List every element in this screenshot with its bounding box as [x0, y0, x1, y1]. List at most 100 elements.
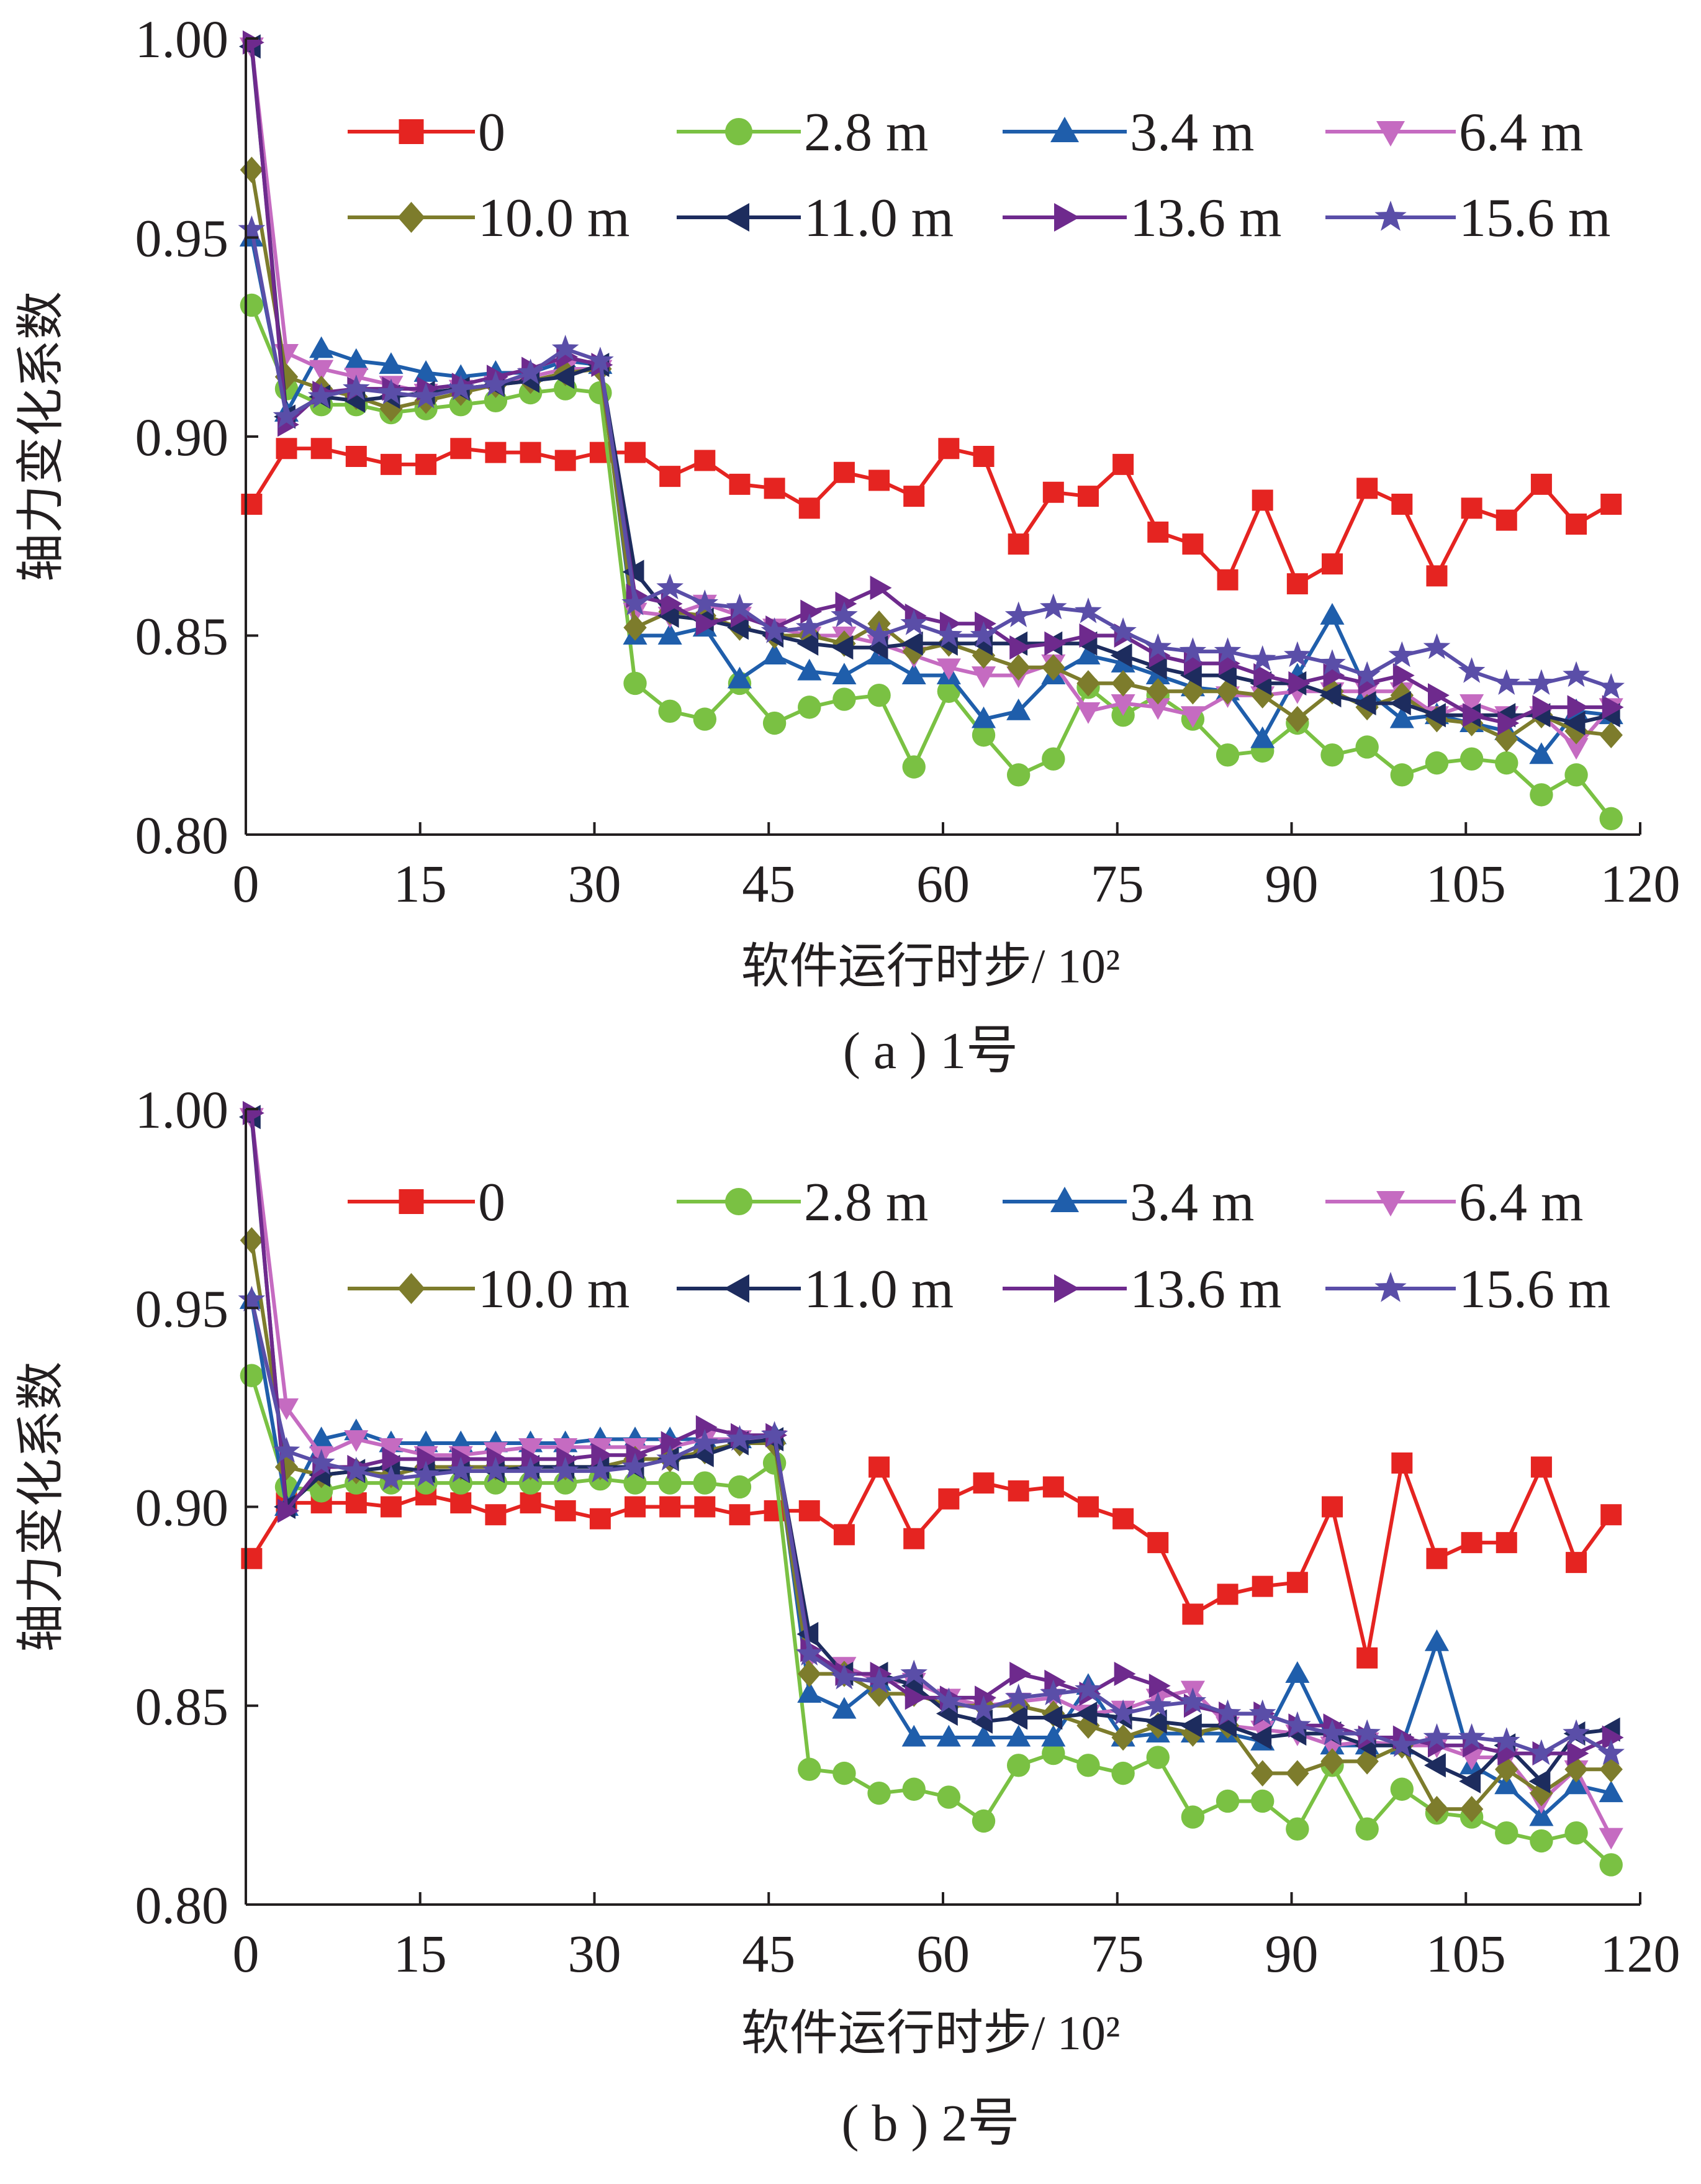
data-point	[902, 1777, 926, 1801]
data-point	[1355, 735, 1379, 759]
data-point	[242, 30, 264, 55]
data-point	[1075, 1701, 1098, 1726]
data-point	[727, 615, 749, 640]
data-point	[621, 589, 649, 615]
data-point	[1496, 509, 1517, 531]
series-line-0	[250, 1461, 1613, 1660]
data-point	[1567, 695, 1589, 720]
data-point	[1006, 1724, 1031, 1747]
legend-marker	[399, 119, 424, 144]
data-point	[344, 348, 369, 370]
legend-item-15p6m: 15.6 m	[1325, 1259, 1610, 1320]
legend-item-3p4m: 3.4 m	[1003, 1172, 1254, 1233]
data-point	[691, 1429, 719, 1455]
data-point	[1145, 655, 1167, 680]
series-0	[241, 438, 1622, 595]
series-line-15p6m	[250, 229, 1612, 689]
y-tick-label: 0.95	[135, 1279, 229, 1338]
data-point	[1463, 703, 1485, 728]
data-point	[1252, 1575, 1273, 1597]
data-point	[380, 1496, 402, 1518]
data-point	[695, 611, 718, 636]
legend-item-15p6m: 15.6 m	[1325, 188, 1610, 248]
data-point	[1214, 1699, 1242, 1726]
data-point	[695, 1415, 718, 1439]
legend-label: 10.0 m	[478, 1259, 629, 1320]
data-point	[589, 1508, 611, 1529]
data-point	[1564, 1772, 1589, 1795]
data-point	[1529, 1804, 1554, 1826]
legend-label: 15.6 m	[1459, 1259, 1610, 1320]
data-point	[587, 347, 614, 373]
data-point	[900, 609, 927, 635]
data-point	[975, 611, 996, 636]
legend-item-0: 0	[348, 1172, 505, 1233]
data-point	[1599, 1853, 1623, 1877]
y-tick-label: 0.80	[135, 805, 229, 865]
series-line-13p6m	[250, 1113, 1612, 1756]
data-point	[1250, 1725, 1272, 1750]
legend-item-0: 0	[348, 102, 505, 163]
data-point	[796, 631, 819, 656]
data-point	[345, 446, 367, 468]
data-point	[307, 1449, 335, 1475]
data-point	[831, 635, 854, 660]
data-point	[867, 1781, 891, 1805]
data-point	[1042, 1741, 1065, 1765]
legend-item-11p0m: 11.0 m	[677, 188, 954, 248]
data-point	[1040, 593, 1067, 620]
data-point	[241, 493, 263, 515]
data-point	[865, 1667, 893, 1693]
data-point	[972, 642, 996, 669]
data-point	[450, 438, 472, 460]
data-point	[937, 1785, 961, 1809]
data-point	[1006, 1754, 1031, 1777]
legend-label: 2.8 m	[804, 102, 928, 163]
data-point	[938, 438, 960, 460]
data-point	[1389, 691, 1411, 716]
data-point	[1602, 1725, 1624, 1750]
data-point	[1284, 641, 1311, 668]
data-point	[1319, 649, 1346, 675]
data-point	[1530, 473, 1552, 495]
data-point	[240, 293, 264, 317]
chart-panel-a: 0.80 0.85 0.90 0.95 1.00 0 15 30 45 60 75 90 105 120 轴…	[14, 9, 1681, 1080]
data-point	[901, 663, 926, 685]
legend-item-11p0m: 11.0 m	[677, 1259, 954, 1320]
data-point	[1044, 1669, 1067, 1694]
data-point	[551, 335, 579, 361]
data-point	[482, 1456, 510, 1483]
data-point	[1597, 673, 1625, 699]
data-point	[1458, 1723, 1486, 1749]
data-point	[240, 156, 264, 183]
x-tick-label: 45	[742, 854, 795, 913]
data-point	[554, 1500, 576, 1521]
data-point	[797, 658, 822, 681]
data-point	[451, 1447, 474, 1472]
data-point	[1460, 1796, 1484, 1823]
data-point	[343, 374, 370, 401]
data-point	[551, 1456, 579, 1483]
data-point	[1564, 1821, 1588, 1845]
x-tick-label: 60	[916, 1924, 970, 1983]
data-point	[1042, 654, 1065, 681]
data-point	[1182, 533, 1204, 555]
data-point	[939, 611, 962, 636]
data-point	[1179, 1687, 1207, 1713]
data-point	[1217, 1584, 1239, 1605]
data-point	[1145, 1709, 1167, 1734]
x-tick-label: 30	[568, 854, 621, 913]
data-point	[273, 402, 300, 428]
data-point	[1006, 654, 1031, 681]
data-point	[1076, 1754, 1100, 1777]
data-point	[377, 378, 405, 405]
legend-label: 0	[478, 102, 505, 163]
data-point	[1528, 1739, 1555, 1765]
data-point	[1563, 661, 1590, 687]
legend-marker	[1376, 1191, 1405, 1217]
data-point	[656, 1444, 684, 1471]
data-point	[831, 601, 858, 627]
data-point	[345, 1492, 367, 1514]
data-point	[764, 478, 785, 499]
data-point	[1250, 726, 1275, 748]
